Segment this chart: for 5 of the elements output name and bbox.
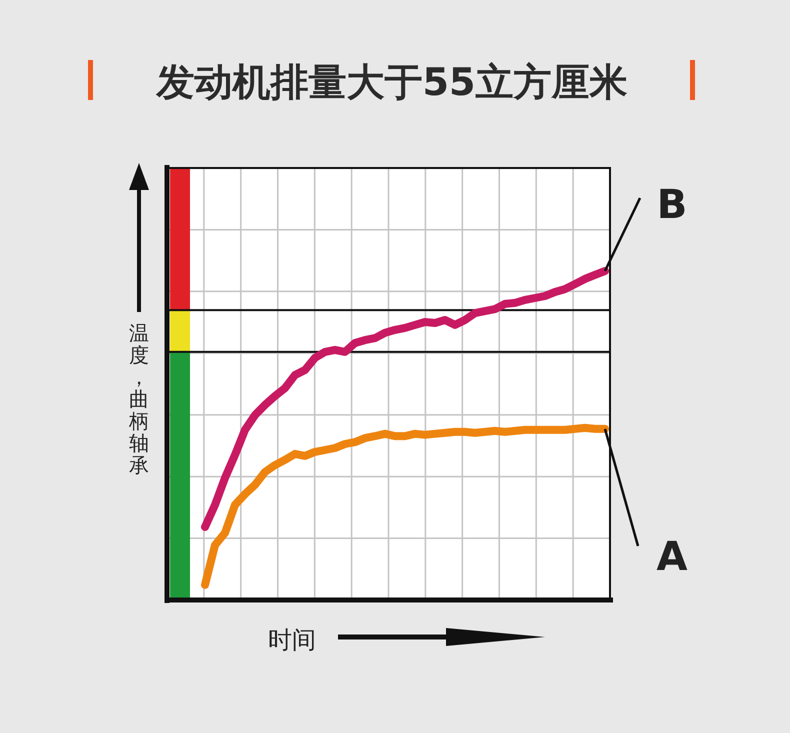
y-axis-title: 温度，曲柄轴承 (128, 321, 149, 477)
chart-title: 发动机排量大于55立方厘米 (156, 60, 628, 104)
series-label: B (656, 182, 688, 228)
x-axis-title: 时间 (268, 626, 316, 654)
text: A (656, 534, 688, 580)
